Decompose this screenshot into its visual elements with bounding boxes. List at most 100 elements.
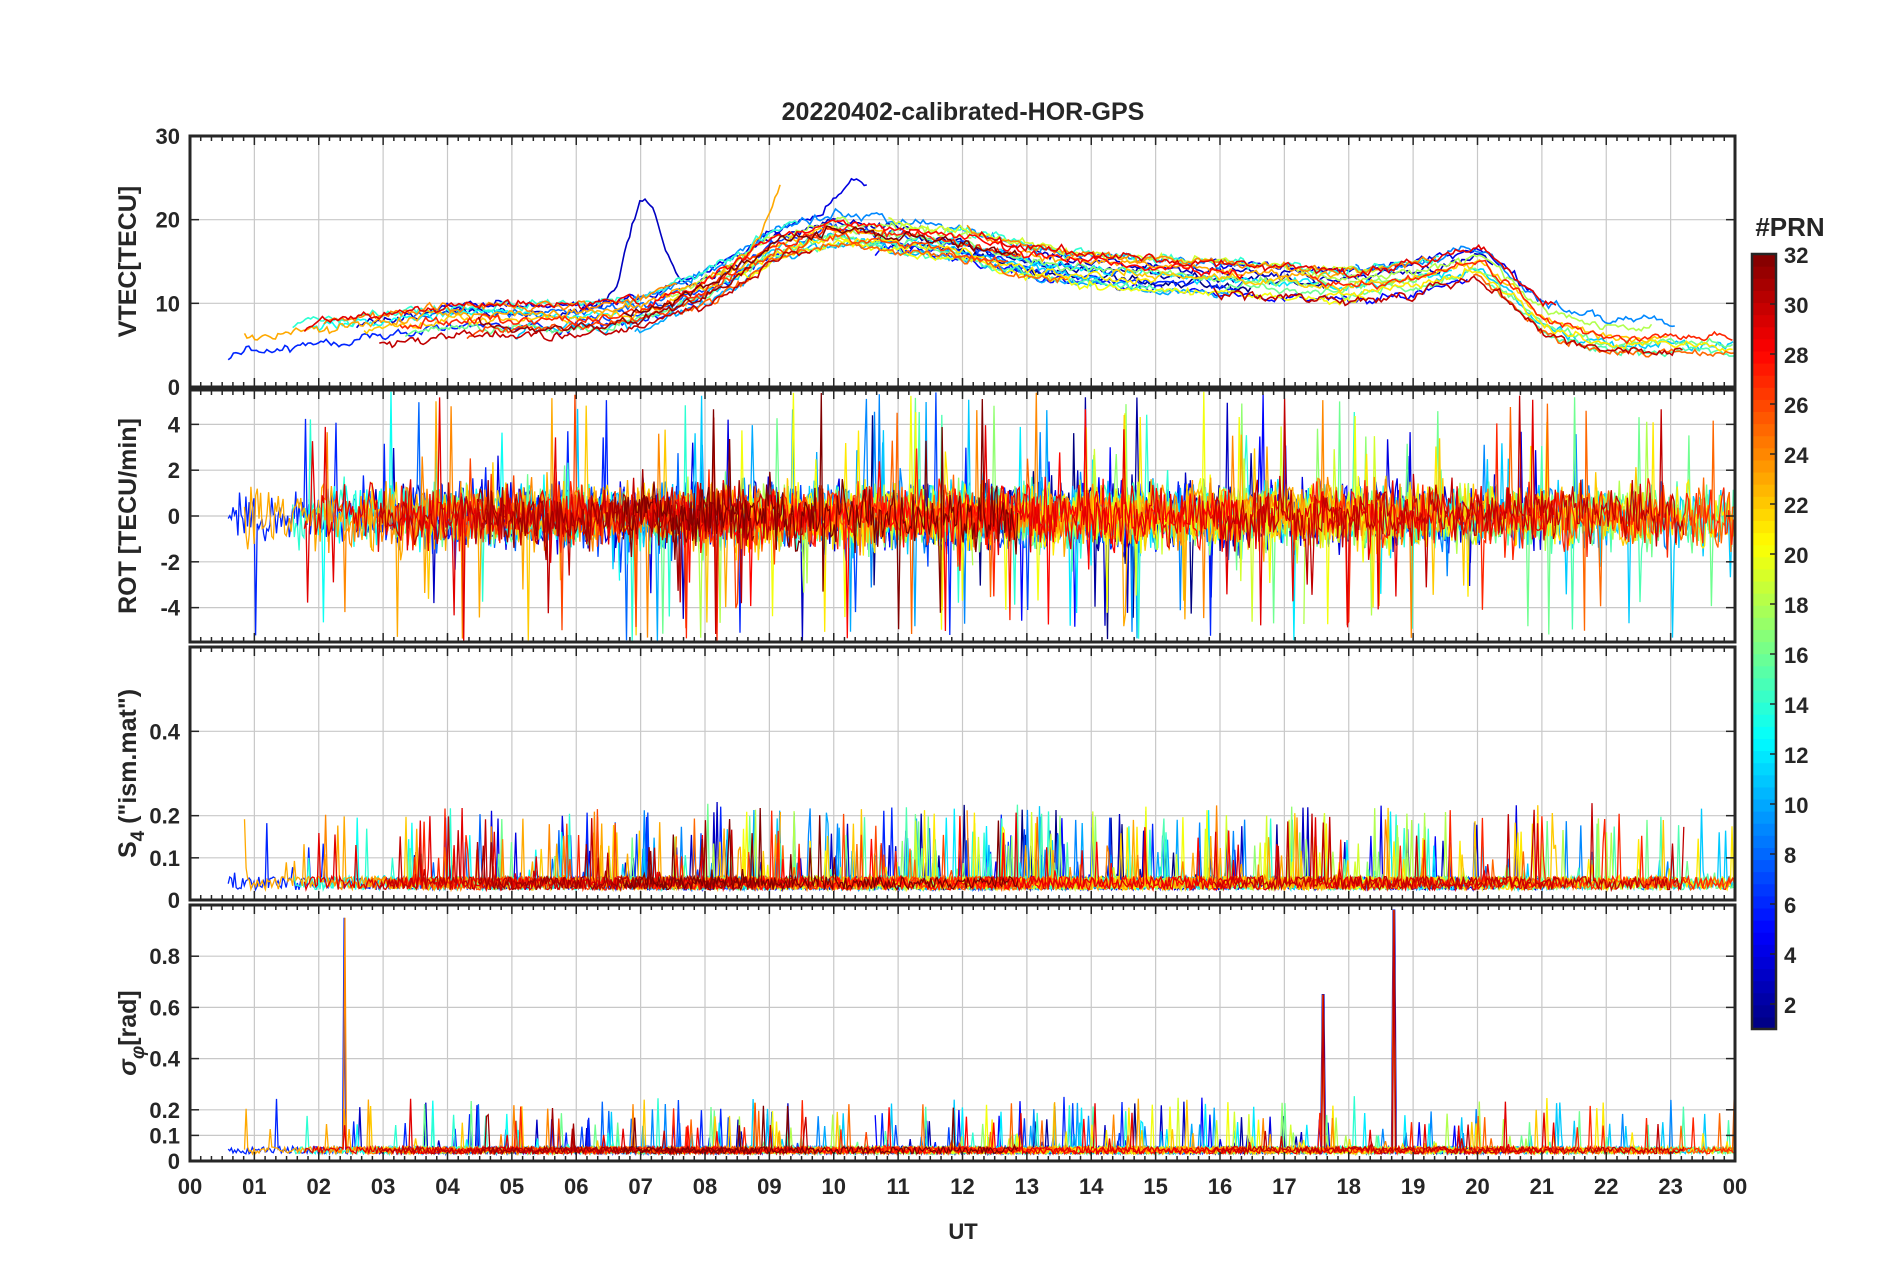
series-prn-32 [622, 1105, 1019, 1157]
x-tick-label: 09 [757, 1174, 781, 1199]
series-prn-19 [887, 426, 1384, 622]
panel-rot: -4 -2 0 2 4 ROT [TECU/min] [114, 388, 1737, 644]
series-prn-11 [1433, 267, 1734, 352]
series-prn-29 [978, 230, 1557, 308]
colorbar-segment [1752, 920, 1776, 933]
y-tick-label: -4 [160, 596, 180, 621]
colorbar-segment [1752, 689, 1776, 703]
colorbar-segment [1752, 883, 1776, 897]
colorbar-segment [1752, 423, 1776, 437]
chart-title: 20220402-calibrated-HOR-GPS [782, 98, 1145, 126]
series-prn-3 [1028, 909, 1496, 1156]
x-tick-label: 01 [242, 1174, 266, 1199]
x-tick-label: 00 [1723, 1174, 1747, 1199]
colorbar-segment [1752, 447, 1776, 461]
series-prn-32 [622, 392, 1019, 630]
colorbar-segment [1752, 762, 1776, 776]
colorbar-tick-label: 14 [1784, 693, 1809, 718]
series-prn-28 [647, 219, 1244, 308]
colorbar-tick-label: 18 [1784, 593, 1808, 618]
colorbar-tick-label: 20 [1784, 543, 1808, 568]
colorbar-segment [1752, 314, 1776, 328]
x-tick-label: 15 [1143, 1174, 1167, 1199]
colorbar-segment [1752, 375, 1776, 388]
colorbar-tick-label: 6 [1784, 893, 1796, 918]
series-prn-32 [623, 225, 1019, 318]
colorbar-segment [1752, 338, 1776, 352]
colorbar-tick-label: 32 [1784, 243, 1808, 268]
x-tick-label: 16 [1208, 1174, 1232, 1199]
y-axis-label-vtec: VTEC[TECU] [114, 186, 142, 337]
colorbar-segment [1752, 714, 1776, 727]
x-tick-label: 08 [693, 1174, 717, 1199]
colorbar-tick-label: 12 [1784, 743, 1808, 768]
y-tick-label: 0.1 [149, 846, 180, 871]
x-tick-label: 05 [500, 1174, 524, 1199]
colorbar-segment [1752, 653, 1776, 667]
series-prn-29 [303, 293, 640, 332]
y-tick-label: 0.4 [149, 1047, 180, 1072]
colorbar-tick-label: 30 [1784, 293, 1808, 318]
colorbar-segment [1752, 992, 1776, 1006]
y-tick-label: 4 [168, 412, 181, 437]
colorbar-tick-label: 22 [1784, 493, 1808, 518]
x-tick-label: 10 [822, 1174, 846, 1199]
x-tick-label: 18 [1337, 1174, 1361, 1199]
series-prn-12 [905, 910, 1454, 1156]
x-axis-label: UT [948, 1219, 978, 1244]
series-prn-22 [1110, 1099, 1671, 1157]
x-tick-label: 22 [1594, 1174, 1618, 1199]
colorbar-segment [1752, 895, 1776, 909]
colorbar-segment [1752, 532, 1776, 546]
colorbar-tick-label: 2 [1784, 993, 1796, 1018]
colorbar-segment [1752, 1016, 1776, 1030]
series-rot [227, 391, 1735, 642]
series-prn-30 [378, 477, 813, 635]
series-prn-14 [292, 219, 798, 329]
y-tick-label: 0 [168, 1149, 180, 1174]
colorbar-segment [1752, 944, 1776, 957]
series-prn-25 [1472, 403, 1735, 631]
colorbar-segment [1752, 968, 1776, 982]
series-prn-24 [323, 917, 677, 1156]
colorbar-segment [1752, 932, 1776, 945]
series-prn-20 [736, 239, 1369, 306]
colorbar-segment [1752, 387, 1776, 400]
x-tick-label: 14 [1079, 1174, 1104, 1199]
y-axis-label-s4: S4 ("ism.mat") [114, 689, 149, 858]
x-tick-label: 17 [1272, 1174, 1296, 1199]
colorbar-segment [1752, 786, 1776, 800]
panel-sigphi: 00.10.2 0.4 0.6 0.8σφ[rad] [114, 903, 1737, 1174]
series-prn-16 [404, 234, 963, 338]
colorbar-segment [1752, 774, 1776, 788]
x-tick-label: 02 [307, 1174, 331, 1199]
colorbar-title: #PRN [1755, 212, 1824, 242]
y-tick-label: -2 [160, 550, 180, 575]
x-tick-label: 20 [1465, 1174, 1489, 1199]
colorbar-segment [1752, 859, 1776, 873]
colorbar-segment [1752, 980, 1776, 994]
colorbar-segment [1752, 471, 1776, 485]
panel-s4: 0 0.1 0.2 0.4S4 ("ism.mat") [114, 645, 1737, 913]
series-prn-30 [379, 816, 813, 892]
colorbar-segment [1752, 484, 1776, 497]
colorbar-segment [1752, 871, 1776, 885]
colorbar-segment [1752, 665, 1776, 679]
series-prn-4 [436, 177, 867, 313]
series-prn-9 [1354, 910, 1676, 1156]
series-sigphi [227, 909, 1735, 1157]
colorbar-segment [1752, 508, 1776, 522]
ticks-rot [189, 390, 1736, 642]
series-prn-29 [978, 399, 1558, 628]
colorbar-segment [1752, 1004, 1776, 1018]
y-tick-label: 30 [156, 124, 180, 149]
colorbar-frame [1750, 252, 1778, 1031]
colorbar-segment [1752, 580, 1776, 594]
y-tick-label: 0 [168, 375, 180, 400]
colorbar-segment [1752, 411, 1776, 425]
series-prn-22 [363, 225, 885, 335]
colorbar-segment [1752, 605, 1776, 618]
colorbar-segment [1752, 350, 1776, 364]
